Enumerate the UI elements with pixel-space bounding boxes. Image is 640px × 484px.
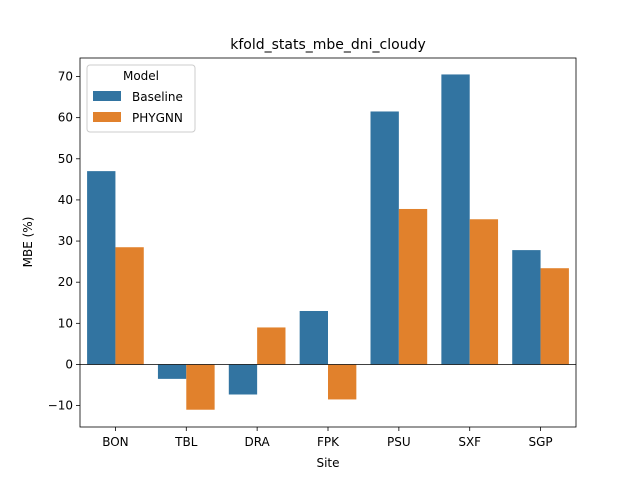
y-tick-label: 60 xyxy=(58,111,73,125)
x-tick-label-sgp: SGP xyxy=(528,435,552,449)
y-axis: −10 0 10 20 30 40 50 60 70 xyxy=(48,70,80,413)
bar-phygnn-fpk xyxy=(328,364,357,400)
y-tick-label: 20 xyxy=(58,275,73,289)
bar-phygnn-sxf xyxy=(469,219,499,365)
x-tick-label-dra: DRA xyxy=(244,435,270,449)
bar-baseline-tbl xyxy=(157,364,187,379)
chart-title: kfold_stats_mbe_dni_cloudy xyxy=(230,37,426,53)
y-tick-label: 30 xyxy=(58,234,73,248)
legend-label-baseline: Baseline xyxy=(132,90,183,104)
y-tick-label: 70 xyxy=(58,70,73,84)
bar-phygnn-psu xyxy=(398,208,428,365)
x-axis: BON TBL DRA FPK PSU SXF SGP xyxy=(102,427,553,449)
legend-label-phygnn: PHYGNN xyxy=(132,111,183,125)
x-axis-label: Site xyxy=(316,456,339,470)
bar-phygnn-sgp xyxy=(540,268,569,365)
x-tick-label-fpk: FPK xyxy=(317,435,340,449)
y-axis-label: MBE (%) xyxy=(21,217,35,268)
bar-baseline-dra xyxy=(228,364,258,395)
bar-baseline-psu xyxy=(370,111,399,365)
legend: Model Baseline PHYGNN xyxy=(86,64,196,133)
x-tick-label-sxf: SXF xyxy=(458,435,481,449)
bar-baseline-fpk xyxy=(299,310,328,365)
bar-baseline-sgp xyxy=(512,250,541,365)
x-tick-label-psu: PSU xyxy=(387,435,411,449)
bar-phygnn-dra xyxy=(257,327,286,365)
y-tick-label: −10 xyxy=(48,399,73,413)
x-tick-label-tbl: TBL xyxy=(174,435,198,449)
y-tick-label: 50 xyxy=(58,152,73,166)
bar-baseline-bon xyxy=(87,171,116,365)
y-tick-label: 40 xyxy=(58,193,73,207)
y-tick-label: 10 xyxy=(58,316,73,330)
bar-baseline-sxf xyxy=(441,74,470,365)
bar-phygnn-tbl xyxy=(186,364,215,410)
bars-layer xyxy=(87,74,569,410)
legend-swatch-baseline xyxy=(93,91,121,101)
legend-swatch-phygnn xyxy=(93,112,121,122)
legend-title: Model xyxy=(123,69,159,83)
bar-phygnn-bon xyxy=(115,247,144,365)
x-tick-label-bon: BON xyxy=(102,435,128,449)
y-tick-label: 0 xyxy=(65,357,73,371)
